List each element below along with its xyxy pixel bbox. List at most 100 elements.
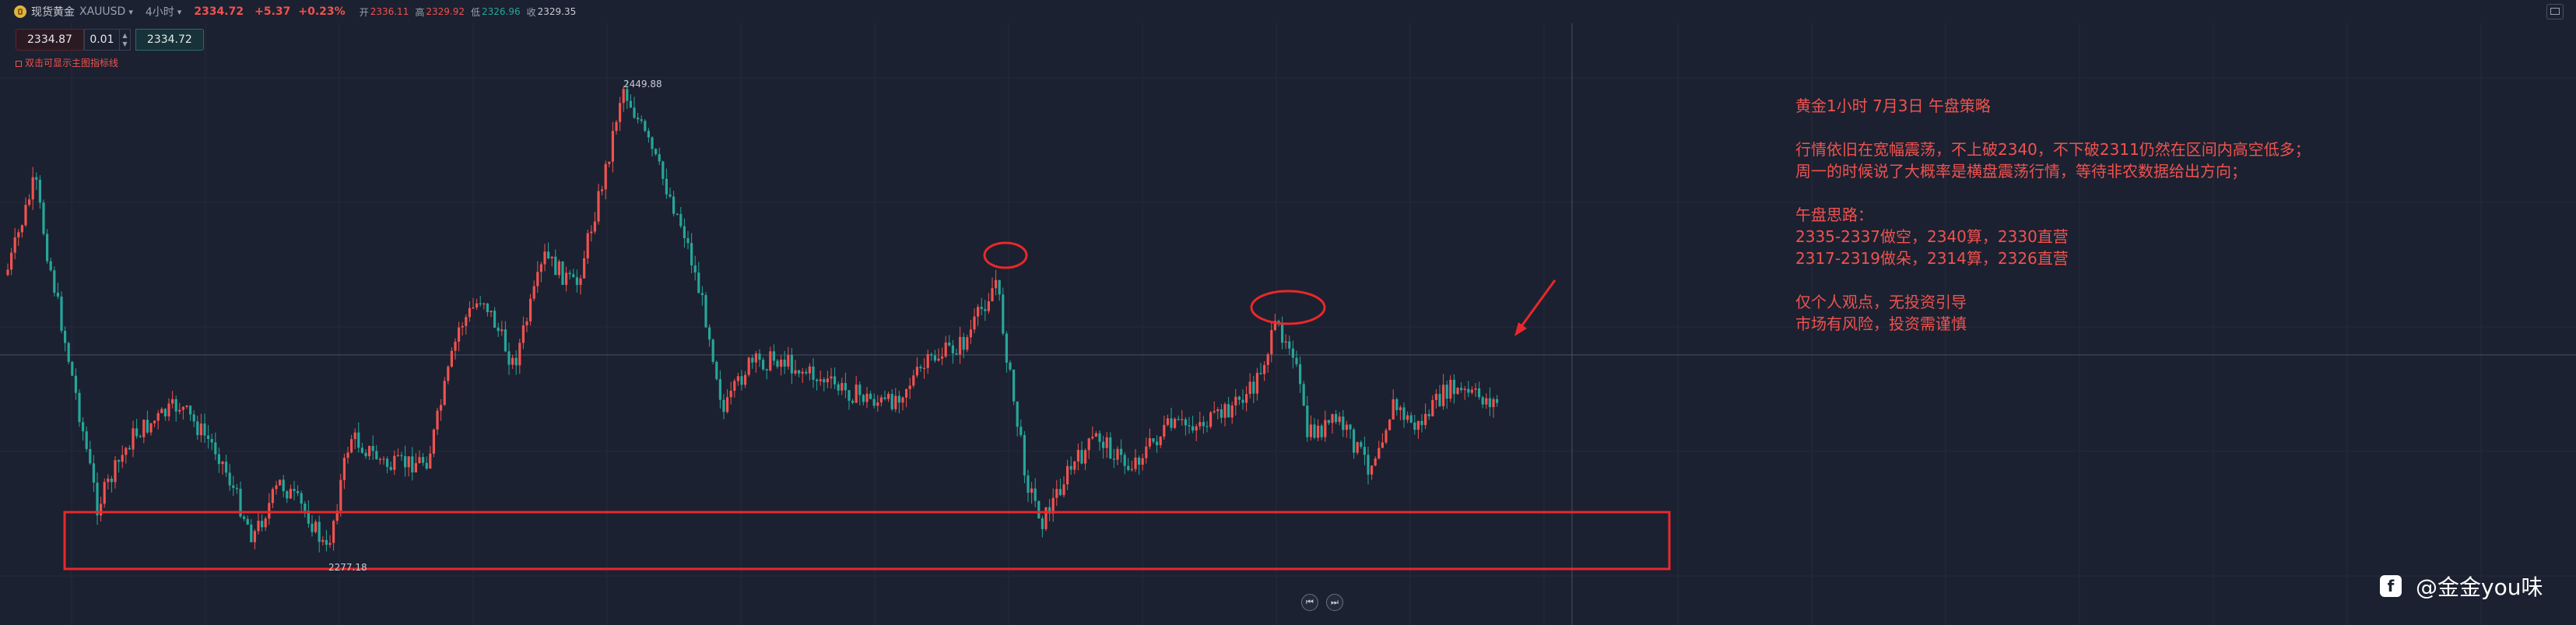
candle xyxy=(876,395,879,412)
indicator-hint: 双击可显示主图指标线 xyxy=(16,56,118,69)
candle xyxy=(221,461,224,475)
candle xyxy=(243,514,246,521)
candle xyxy=(1349,423,1352,439)
candle xyxy=(1087,437,1090,459)
window-toggle-icon[interactable] xyxy=(2546,4,2564,19)
candle xyxy=(199,413,202,443)
timeframe-select[interactable]: 4小时 xyxy=(145,6,174,19)
symbol-name[interactable]: 现货黄金 xyxy=(31,6,75,19)
candle xyxy=(747,356,750,377)
checkbox-icon[interactable] xyxy=(16,60,22,67)
candle xyxy=(268,493,271,525)
candle xyxy=(321,535,325,546)
candle xyxy=(736,372,739,386)
timeframe-dropdown-icon[interactable]: ▾ xyxy=(177,6,182,17)
quantity-stepper[interactable]: ▲ ▼ xyxy=(119,29,131,51)
candle xyxy=(536,261,539,293)
candle xyxy=(10,248,13,276)
high-label: 高 xyxy=(415,6,425,18)
buy-button[interactable]: 2334.72 xyxy=(135,29,204,51)
candle xyxy=(1145,437,1148,464)
candle xyxy=(722,394,725,420)
candle xyxy=(31,167,34,210)
candle xyxy=(1374,456,1377,467)
stepper-up-icon[interactable]: ▲ xyxy=(122,32,128,39)
candle xyxy=(156,409,160,430)
strategy-annotation: 黄金1小时 7月3日 午盘策略 行情依旧在宽幅震荡，不上破2340，不下破231… xyxy=(1795,95,2356,335)
candle xyxy=(96,472,99,525)
candle xyxy=(690,233,693,274)
candle xyxy=(1091,426,1094,441)
candle xyxy=(189,405,192,421)
candle xyxy=(311,514,314,537)
candle xyxy=(46,229,49,264)
candle xyxy=(1281,316,1284,349)
candle xyxy=(1102,435,1105,459)
candle xyxy=(1174,416,1177,430)
scroll-left-icon[interactable]: ⏮ xyxy=(1301,594,1318,611)
candle xyxy=(56,283,59,300)
candle xyxy=(1492,397,1495,418)
stepper-down-icon[interactable]: ▼ xyxy=(122,40,128,47)
candle xyxy=(776,359,779,369)
candle xyxy=(414,453,417,473)
candle xyxy=(472,297,475,310)
sell-button[interactable]: 2334.87 xyxy=(16,29,84,51)
quantity-input[interactable]: 0.01 xyxy=(83,29,120,51)
candle xyxy=(1338,412,1341,426)
candle xyxy=(1388,419,1392,431)
candle xyxy=(1392,389,1395,420)
watermark: f @金金you味 xyxy=(2380,571,2543,602)
symbol-dropdown-icon[interactable]: ▾ xyxy=(128,6,133,17)
candle xyxy=(1360,440,1363,449)
candle xyxy=(500,321,504,336)
candle xyxy=(1331,413,1334,434)
candle xyxy=(389,462,392,472)
candle xyxy=(995,269,998,296)
candle xyxy=(1420,414,1423,433)
symbol-code[interactable]: XAUUSD xyxy=(79,5,126,18)
candle xyxy=(718,370,721,409)
candles-group[interactable] xyxy=(6,79,1499,553)
candle xyxy=(611,121,614,173)
candle xyxy=(1159,436,1162,448)
candle xyxy=(686,230,690,250)
candle xyxy=(20,224,23,238)
candle xyxy=(436,407,439,435)
candle xyxy=(651,136,654,156)
resistance-circle-1 xyxy=(983,241,1028,269)
candle xyxy=(114,456,117,489)
chart-grid xyxy=(0,23,2576,625)
candle xyxy=(1317,419,1320,441)
candle xyxy=(1237,395,1241,406)
scroll-right-icon[interactable]: ⏭ xyxy=(1326,594,1343,611)
candle xyxy=(1206,420,1209,433)
candle xyxy=(118,458,121,473)
candle xyxy=(82,417,85,441)
candle xyxy=(973,308,976,334)
candle xyxy=(1156,435,1159,453)
candle xyxy=(521,316,525,349)
candle xyxy=(733,378,736,398)
candle xyxy=(1016,401,1019,437)
candle xyxy=(279,479,282,486)
candle xyxy=(708,324,711,347)
candle xyxy=(1013,369,1016,406)
candle xyxy=(679,206,683,229)
candle xyxy=(1377,441,1381,460)
candle xyxy=(411,447,414,481)
candle xyxy=(1112,448,1115,469)
candle xyxy=(1044,507,1048,532)
candle xyxy=(1177,415,1180,421)
strategy-title: 午盘思路： xyxy=(1795,205,1873,224)
candle xyxy=(458,321,461,352)
candle xyxy=(440,399,443,421)
candle xyxy=(342,453,346,490)
candle xyxy=(386,456,389,474)
candle xyxy=(1402,402,1406,428)
candle xyxy=(282,475,285,497)
candle xyxy=(676,212,679,216)
candle xyxy=(89,441,92,465)
candle xyxy=(103,478,106,508)
